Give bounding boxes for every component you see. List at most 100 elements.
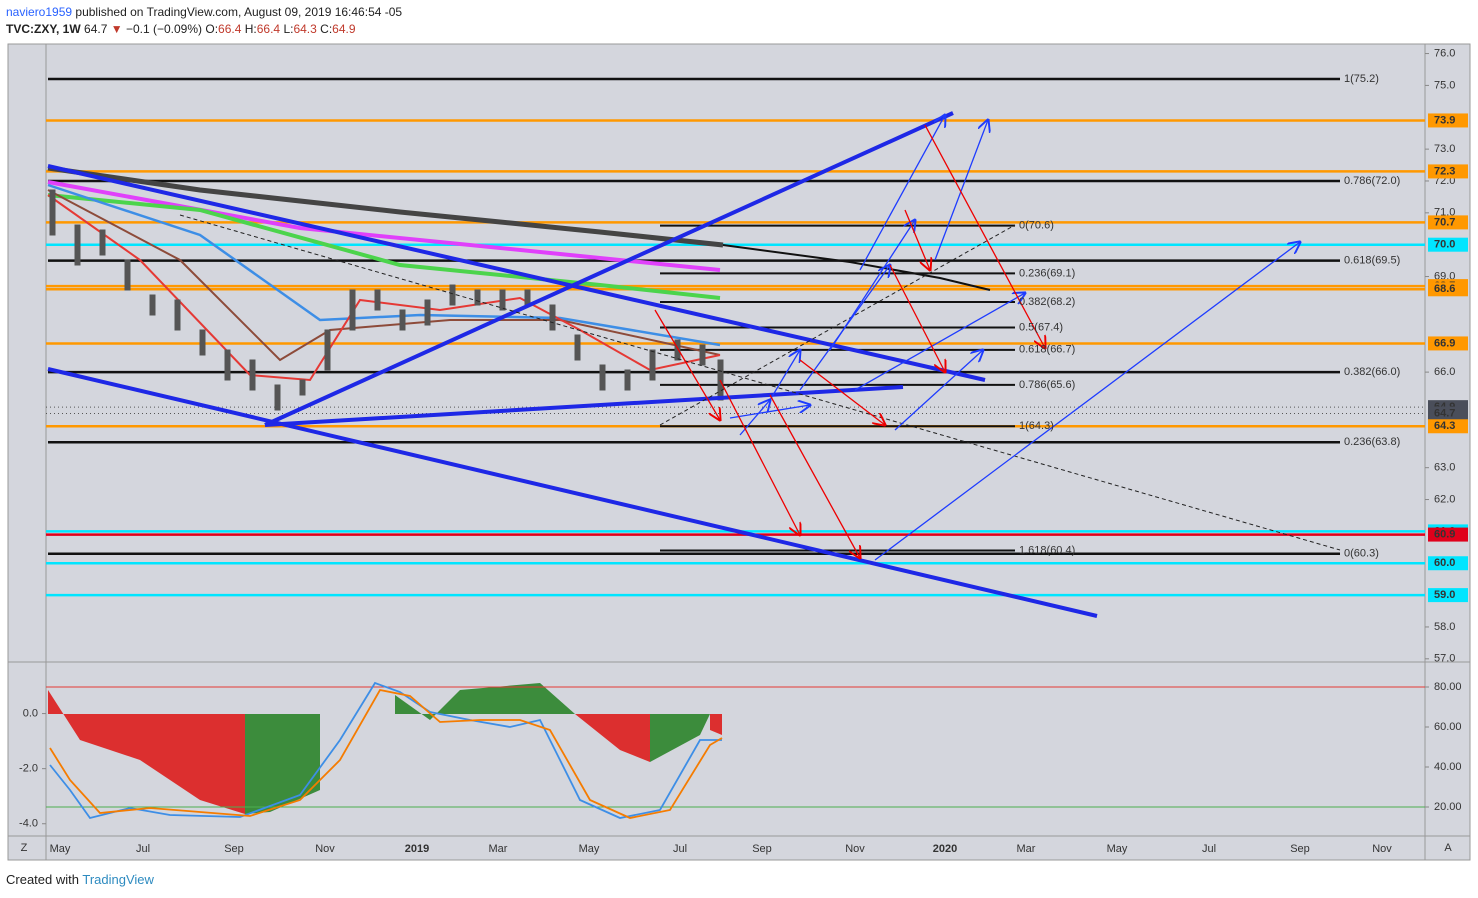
price-tick-label: 76.0 — [1434, 47, 1455, 59]
price-tag — [1428, 556, 1468, 571]
fib-label: 0.786(65.6) — [1019, 379, 1075, 391]
ma-50 — [47, 193, 721, 300]
open-label: O: — [205, 22, 219, 36]
brand[interactable]: TradingView — [82, 872, 154, 887]
fib-label: 1.618(60.4) — [1019, 544, 1075, 556]
drawings — [47, 111, 1341, 618]
price-tag-label: 60.9 — [1434, 528, 1455, 540]
fib-label: 0.382(66.0) — [1344, 366, 1400, 378]
fib-label: 0.5(67.4) — [1019, 321, 1063, 333]
histogram-pos — [395, 683, 575, 720]
price-tag — [1428, 164, 1468, 179]
fib-label: 0.786(72.0) — [1344, 175, 1400, 187]
high-label: H: — [244, 22, 257, 36]
histogram-neg — [575, 714, 650, 762]
trend-line — [47, 367, 1098, 618]
osc-right-label: 80.00 — [1434, 681, 1462, 693]
oscillator — [46, 681, 1425, 820]
histogram-neg — [48, 690, 245, 814]
fib-label: 0.236(63.8) — [1344, 436, 1400, 448]
time-label: Nov — [1372, 843, 1392, 855]
ma-100 — [47, 180, 721, 272]
trend-line — [47, 164, 986, 382]
price-tick-label: 75.0 — [1434, 79, 1455, 91]
price-tag-label: 64.3 — [1434, 420, 1455, 432]
time-label: May — [50, 843, 71, 855]
low-label: L: — [283, 22, 294, 36]
price-tag — [1428, 282, 1468, 297]
time-label: Sep — [1290, 843, 1310, 855]
trend-line — [264, 385, 904, 427]
corner-right: A — [1444, 842, 1452, 854]
price-tag-label: 66.9 — [1434, 337, 1455, 349]
price-tick-label: 58.0 — [1434, 621, 1455, 633]
time-label: Mar — [1017, 843, 1036, 855]
red-arrows — [654, 124, 1045, 558]
candles — [49, 189, 724, 411]
fib-label: 0.618(66.7) — [1019, 344, 1075, 356]
price-tag — [1428, 336, 1468, 351]
last: 64.7 — [84, 22, 108, 36]
fib-label: 0.236(69.1) — [1019, 267, 1075, 279]
price-tick-label: 57.0 — [1434, 653, 1455, 665]
time-label: Jul — [1202, 843, 1216, 855]
levels — [46, 77, 1425, 597]
stoch-k — [49, 681, 722, 820]
time-label: Mar — [489, 843, 508, 855]
fib-label: 1(75.2) — [1344, 73, 1379, 85]
histogram-pos — [650, 714, 710, 762]
blue-arrows — [729, 115, 1300, 561]
time-label: Nov — [845, 843, 865, 855]
published: published on TradingView.com, August 09,… — [75, 5, 403, 19]
dashed-line — [179, 214, 1341, 551]
time-label: May — [1107, 843, 1128, 855]
osc-right-label: 40.00 — [1434, 761, 1462, 773]
ma-200-projection — [722, 244, 991, 291]
price-tag-label: 60.0 — [1434, 557, 1455, 569]
osc-right-label: 60.00 — [1434, 721, 1462, 733]
osc-left-label: -4.0 — [19, 818, 38, 830]
price-tick-label: 62.0 — [1434, 493, 1455, 505]
histogram-neg — [710, 714, 722, 735]
symbol-line: TVC:ZXY, 1W 64.7 ▼ −0.1 (−0.09%) O:66.4 … — [6, 22, 356, 36]
price-tag — [1428, 406, 1468, 421]
osc-right-label: 20.00 — [1434, 801, 1462, 813]
header: naviero1959 published on TradingView.com… — [6, 5, 402, 19]
publisher[interactable]: naviero1959 — [6, 5, 73, 19]
price-tag — [1428, 215, 1468, 230]
corner-left: Z — [21, 842, 28, 854]
close: 64.9 — [332, 22, 356, 36]
price-tag — [1428, 419, 1468, 434]
arrow: ▼ — [110, 22, 123, 36]
time-label: Nov — [315, 843, 335, 855]
fib-label: 0(60.3) — [1344, 548, 1379, 560]
fib-label: 0.618(69.5) — [1344, 255, 1400, 267]
price-tag-label: 70.7 — [1434, 216, 1455, 228]
price-tag-label: 73.9 — [1434, 114, 1455, 126]
fib-label: 0.382(68.2) — [1019, 296, 1075, 308]
price-tag — [1428, 237, 1468, 252]
price-tick-label: 66.0 — [1434, 366, 1455, 378]
created: Created with — [6, 872, 79, 887]
open: 66.4 — [218, 22, 242, 36]
time-label: Sep — [752, 843, 772, 855]
price-tag — [1428, 588, 1468, 603]
osc-left-label: 0.0 — [23, 707, 38, 719]
dashed-line — [659, 224, 1016, 426]
stoch-d — [49, 688, 723, 819]
osc-left-label: -2.0 — [19, 763, 38, 775]
time-label: May — [579, 843, 600, 855]
price-tick-label: 63.0 — [1434, 462, 1455, 474]
price-tag-label: 70.0 — [1434, 239, 1455, 251]
time-label: 2019 — [405, 843, 429, 855]
price-tag-label: 68.6 — [1434, 283, 1455, 295]
fib-label: 0(70.6) — [1019, 219, 1054, 231]
high: 66.4 — [256, 22, 281, 36]
low: 64.3 — [293, 22, 317, 36]
ma-200 — [47, 165, 724, 248]
change: −0.1 (−0.09%) — [125, 22, 203, 36]
footer: Created with TradingView — [6, 872, 154, 887]
time-label: Sep — [224, 843, 244, 855]
ma-30 — [47, 183, 721, 347]
time-label: Jul — [136, 843, 150, 855]
